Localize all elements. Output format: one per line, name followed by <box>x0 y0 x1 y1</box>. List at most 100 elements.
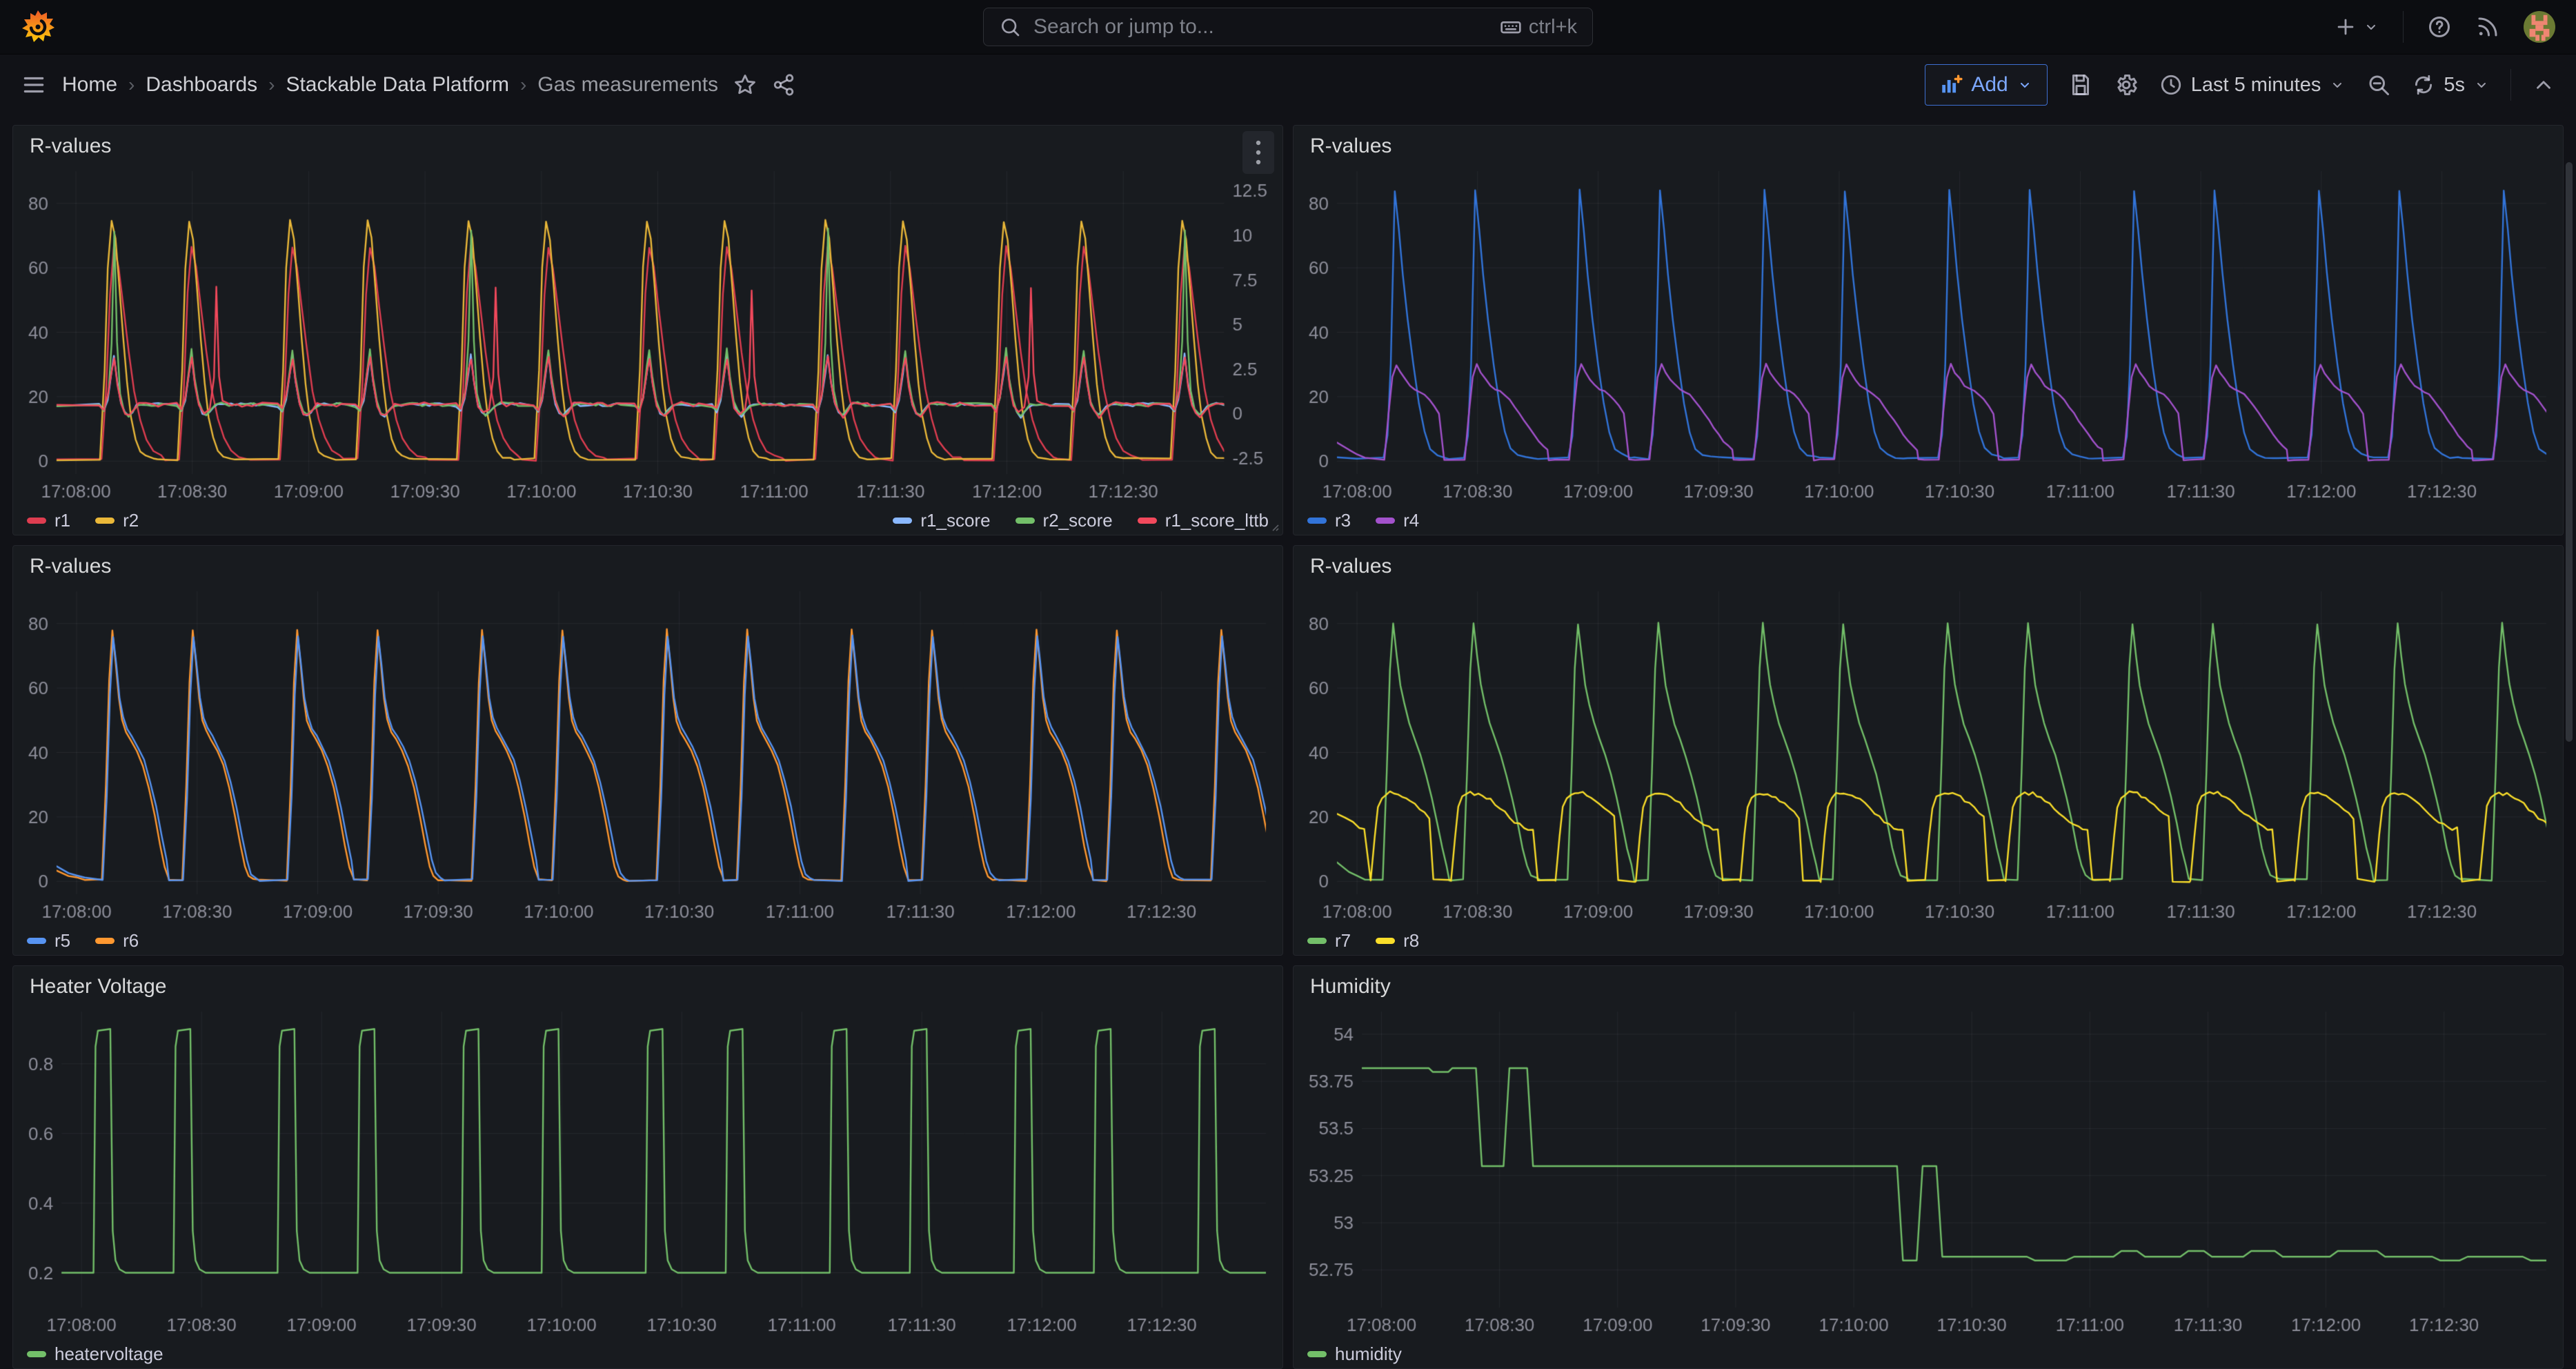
legend-item-r6[interactable]: r6 <box>95 930 139 952</box>
add-panel-icon <box>1939 73 1963 97</box>
panel-header[interactable]: R-values <box>1300 130 2556 163</box>
breadcrumb-current: Gas measurements <box>537 73 718 97</box>
panel-r-values-3: R-values r5 r6 <box>12 545 1283 956</box>
legend-item-r2[interactable]: r2 <box>95 510 139 531</box>
panel-legend: r3 r4 <box>1300 506 2556 535</box>
legend-label: r6 <box>123 930 139 952</box>
page-scrollbar[interactable] <box>2566 162 2573 742</box>
panel-title: R-values <box>30 135 111 158</box>
panel-humidity: Humidity humidity <box>1293 965 2564 1369</box>
legend-swatch <box>95 938 115 944</box>
zoom-out-button[interactable] <box>2366 72 2391 97</box>
favorite-star-button[interactable] <box>733 73 757 97</box>
legend-item-r4[interactable]: r4 <box>1376 510 1419 531</box>
share-button[interactable] <box>772 73 795 97</box>
grafana-logo[interactable] <box>21 10 55 44</box>
search-input[interactable] <box>1032 14 1489 39</box>
legend-label: r1_score <box>920 510 990 531</box>
timeseries-chart[interactable] <box>20 1003 1276 1339</box>
dashboard-grid: R-values r1 r2 r1_score r2_score r1_score_l… <box>0 115 2576 1369</box>
legend-item-r5[interactable]: r5 <box>27 930 70 952</box>
legend-item-heatervoltage[interactable]: heatervoltage <box>27 1343 164 1365</box>
refresh-picker[interactable]: 5s <box>2412 73 2490 97</box>
news-feed-button[interactable] <box>2475 14 2500 39</box>
breadcrumb-separator: › <box>128 74 135 96</box>
legend-swatch <box>1138 518 1157 524</box>
timeseries-chart[interactable] <box>1300 163 2556 506</box>
legend-swatch <box>893 518 912 524</box>
panel-header[interactable]: R-values <box>20 130 1276 163</box>
breadcrumb-folder[interactable]: Stackable Data Platform <box>286 73 508 97</box>
panel-legend: heatervoltage <box>20 1339 1276 1368</box>
legend-item-r8[interactable]: r8 <box>1376 930 1419 952</box>
panel-title: R-values <box>1310 555 1391 578</box>
panel-legend: r7 r8 <box>1300 926 2556 955</box>
dashboard-settings-button[interactable] <box>2114 72 2139 97</box>
legend-label: r4 <box>1403 510 1419 531</box>
search-icon <box>999 16 1021 38</box>
legend-item-r7[interactable]: r7 <box>1307 930 1351 952</box>
legend-swatch <box>27 518 46 524</box>
panel-header[interactable]: R-values <box>20 550 1276 583</box>
legend-item-r1_score[interactable]: r1_score <box>893 510 990 531</box>
legend-item-r1_score_lttb[interactable]: r1_score_lttb <box>1138 510 1269 531</box>
dashboard-toolbar: Home › Dashboards › Stackable Data Platf… <box>0 55 2576 115</box>
breadcrumb-separator: › <box>268 74 275 96</box>
save-dashboard-button[interactable] <box>2068 72 2093 97</box>
legend-label: r1 <box>55 510 70 531</box>
user-avatar[interactable] <box>2524 11 2555 43</box>
collapse-toolbar-button[interactable] <box>2532 73 2555 97</box>
panel-heater-voltage: Heater Voltage heatervoltage <box>12 965 1283 1369</box>
legend-label: r5 <box>55 930 70 952</box>
panel-title: Humidity <box>1310 975 1391 998</box>
legend-label: r3 <box>1335 510 1351 531</box>
legend-swatch <box>27 938 46 944</box>
chevron-down-icon <box>2329 77 2346 93</box>
panel-legend: r1 r2 r1_score r2_score r1_score_lttb <box>20 506 1276 535</box>
legend-swatch <box>95 518 115 524</box>
new-menu-button[interactable] <box>2334 15 2379 39</box>
clock-icon <box>2159 73 2183 97</box>
timeseries-chart[interactable] <box>20 163 1276 506</box>
toolbar-divider <box>2510 69 2511 101</box>
panel-header[interactable]: R-values <box>1300 550 2556 583</box>
legend-swatch <box>1376 938 1395 944</box>
panel-title: Heater Voltage <box>30 975 166 998</box>
legend-swatch <box>1376 518 1395 524</box>
legend-item-r3[interactable]: r3 <box>1307 510 1351 531</box>
timeseries-chart[interactable] <box>1300 1003 2556 1339</box>
panel-title: R-values <box>1310 135 1391 158</box>
legend-label: humidity <box>1335 1343 1402 1365</box>
global-search[interactable]: ctrl+k <box>983 8 1593 46</box>
breadcrumb-home[interactable]: Home <box>62 73 117 97</box>
chevron-down-icon <box>2473 77 2490 93</box>
refresh-icon <box>2412 73 2435 97</box>
panel-resize-handle[interactable] <box>1268 520 1279 531</box>
breadcrumb-dashboards[interactable]: Dashboards <box>146 73 257 97</box>
help-button[interactable] <box>2427 14 2452 39</box>
add-panel-button[interactable]: Add <box>1925 64 2047 106</box>
panel-legend: r5 r6 <box>20 926 1276 955</box>
panel-r-values-4: R-values r7 r8 <box>1293 545 2564 956</box>
legend-item-r2_score[interactable]: r2_score <box>1015 510 1113 531</box>
legend-item-r1[interactable]: r1 <box>27 510 70 531</box>
nav-divider <box>2403 11 2404 43</box>
legend-swatch <box>27 1351 46 1357</box>
mega-menu-toggle[interactable] <box>21 72 47 98</box>
panel-legend: humidity <box>1300 1339 2556 1368</box>
breadcrumb-separator: › <box>520 74 526 96</box>
legend-item-humidity[interactable]: humidity <box>1307 1343 1402 1365</box>
timeseries-chart[interactable] <box>20 583 1276 926</box>
breadcrumb: Home › Dashboards › Stackable Data Platf… <box>62 73 718 97</box>
timeseries-chart[interactable] <box>1300 583 2556 926</box>
search-shortcut: ctrl+k <box>1529 16 1577 39</box>
panel-header[interactable]: Humidity <box>1300 970 2556 1003</box>
panel-r-values-1: R-values r1 r2 r1_score r2_score r1_score_l… <box>12 125 1283 535</box>
legend-swatch <box>1307 518 1327 524</box>
panel-menu-button[interactable] <box>1242 131 1274 174</box>
panel-title: R-values <box>30 555 111 578</box>
legend-swatch <box>1307 938 1327 944</box>
legend-label: heatervoltage <box>55 1343 164 1365</box>
panel-header[interactable]: Heater Voltage <box>20 970 1276 1003</box>
time-range-picker[interactable]: Last 5 minutes <box>2159 73 2346 97</box>
